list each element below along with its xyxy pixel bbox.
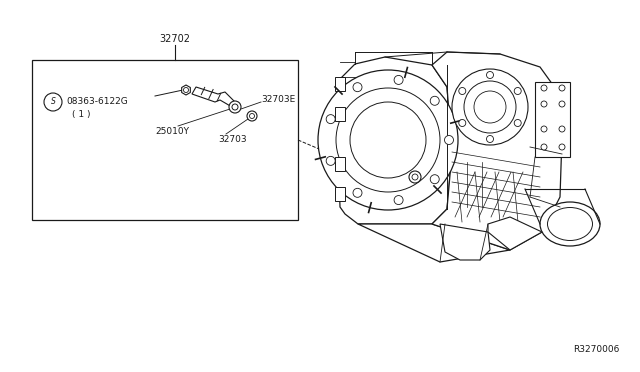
Circle shape: [409, 171, 421, 183]
Circle shape: [464, 81, 516, 133]
Ellipse shape: [547, 208, 593, 241]
Circle shape: [250, 113, 255, 119]
Circle shape: [559, 85, 565, 91]
Circle shape: [350, 102, 426, 178]
Circle shape: [430, 96, 439, 105]
Circle shape: [559, 144, 565, 150]
Circle shape: [247, 111, 257, 121]
Polygon shape: [338, 57, 452, 224]
Circle shape: [452, 69, 528, 145]
Circle shape: [412, 174, 418, 180]
Text: 32702: 32702: [159, 34, 191, 44]
Bar: [335, 107, 345, 121]
Circle shape: [394, 196, 403, 205]
Polygon shape: [440, 224, 490, 260]
Text: S: S: [51, 97, 56, 106]
Circle shape: [486, 135, 493, 142]
Text: 25010Y: 25010Y: [155, 128, 189, 137]
Circle shape: [353, 83, 362, 92]
Bar: [335, 157, 345, 171]
Polygon shape: [358, 224, 510, 262]
Circle shape: [486, 71, 493, 78]
Circle shape: [559, 101, 565, 107]
Polygon shape: [488, 217, 542, 250]
Bar: [335, 77, 345, 91]
Circle shape: [541, 101, 547, 107]
Circle shape: [514, 119, 521, 126]
Circle shape: [353, 188, 362, 197]
Circle shape: [184, 87, 189, 93]
Circle shape: [394, 76, 403, 84]
Bar: [335, 187, 345, 201]
Circle shape: [541, 126, 547, 132]
Ellipse shape: [540, 202, 600, 246]
Polygon shape: [432, 52, 562, 250]
Circle shape: [44, 93, 62, 111]
Polygon shape: [192, 87, 235, 107]
Circle shape: [514, 87, 521, 94]
Polygon shape: [182, 85, 190, 95]
Text: 32703E: 32703E: [261, 94, 295, 103]
Circle shape: [326, 156, 335, 166]
Text: ( 1 ): ( 1 ): [72, 109, 90, 119]
Bar: [535, 82, 570, 157]
Circle shape: [336, 88, 440, 192]
Circle shape: [559, 126, 565, 132]
Circle shape: [459, 119, 466, 126]
Circle shape: [318, 70, 458, 210]
Text: 32703: 32703: [218, 135, 246, 144]
Circle shape: [459, 87, 466, 94]
Circle shape: [474, 91, 506, 123]
Text: 08363-6122G: 08363-6122G: [66, 96, 128, 106]
Circle shape: [232, 104, 238, 110]
Text: R3270006: R3270006: [573, 345, 620, 354]
Circle shape: [229, 101, 241, 113]
Circle shape: [430, 175, 439, 184]
Circle shape: [541, 85, 547, 91]
Bar: [32, 60, 298, 220]
Circle shape: [326, 115, 335, 124]
Circle shape: [541, 144, 547, 150]
Circle shape: [445, 135, 454, 144]
